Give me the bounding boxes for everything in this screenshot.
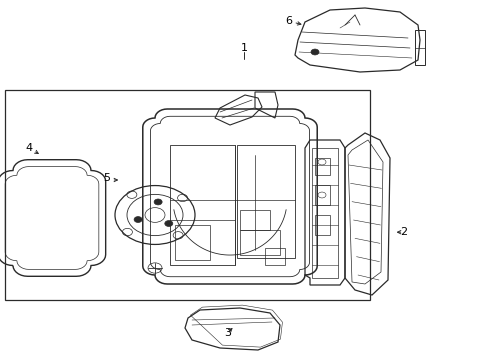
- Circle shape: [310, 49, 318, 55]
- Text: 3: 3: [224, 328, 230, 338]
- Text: 5: 5: [102, 173, 109, 183]
- Text: 6: 6: [285, 16, 291, 26]
- Circle shape: [164, 221, 172, 226]
- Text: 1: 1: [241, 43, 247, 53]
- Text: 4: 4: [26, 143, 33, 153]
- Circle shape: [134, 217, 142, 222]
- Text: 2: 2: [399, 227, 406, 237]
- Circle shape: [154, 199, 162, 205]
